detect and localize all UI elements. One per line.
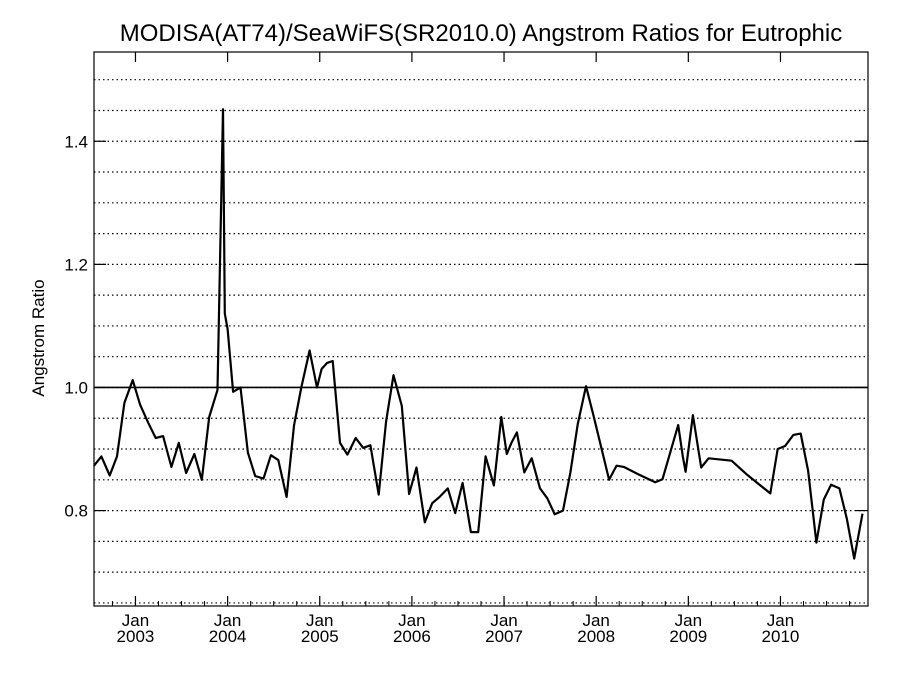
x-tick-year-label: 2008 <box>577 627 615 646</box>
x-tick-month-label: Jan <box>675 611 702 630</box>
x-tick-year-label: 2005 <box>301 627 339 646</box>
x-tick-month-label: Jan <box>122 611 149 630</box>
x-tick-month-label: Jan <box>306 611 333 630</box>
x-tick-year-label: 2003 <box>117 627 155 646</box>
x-tick-year-label: 2009 <box>669 627 707 646</box>
x-tick-month-label: Jan <box>582 611 609 630</box>
axes-layer <box>93 51 869 607</box>
x-tick-month-label: Jan <box>398 611 425 630</box>
y-axis-label: Angstrom Ratio <box>29 279 48 396</box>
y-tick-label: 1.0 <box>64 378 88 397</box>
x-tick-year-label: 2004 <box>209 627 247 646</box>
x-tick-year-label: 2010 <box>762 627 800 646</box>
y-tick-label: 1.2 <box>64 255 88 274</box>
series-layer <box>93 108 864 560</box>
plot-frame <box>93 51 869 607</box>
y-tick-label: 1.4 <box>64 132 88 151</box>
x-tick-month-label: Jan <box>214 611 241 630</box>
series-line <box>93 108 864 560</box>
x-tick-month-label: Jan <box>490 611 517 630</box>
grid-layer <box>94 79 868 604</box>
y-tick-label: 0.8 <box>64 502 88 521</box>
chart-title: MODISA(AT74)/SeaWiFS(SR2010.0) Angstrom … <box>120 20 842 47</box>
ticks-layer: 0.81.01.21.4Jan2003Jan2004Jan2005Jan2006… <box>64 52 868 646</box>
x-tick-year-label: 2007 <box>485 627 523 646</box>
x-tick-year-label: 2006 <box>393 627 431 646</box>
x-tick-month-label: Jan <box>767 611 794 630</box>
